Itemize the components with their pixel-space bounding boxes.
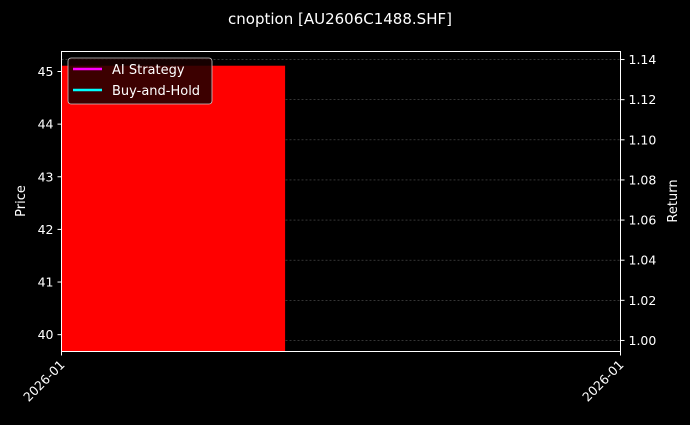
y2-tick-label: 1.02 [629,293,657,308]
y2-axis-label: Return [666,179,681,222]
y-tick-label: 44 [38,117,54,132]
y-tick-label: 43 [38,169,54,184]
price-bar [61,65,286,352]
y2-tick-label: 1.04 [629,253,657,268]
y2-tick-label: 1.14 [629,52,657,67]
y2-tick-label: 1.06 [629,213,657,228]
x-tick-label: 2026-01 [579,357,627,405]
y2-tick-label: 1.10 [629,132,657,147]
chart-title: cnoption [AU2606C1488.SHF] [228,10,452,28]
y2-tick-label: 1.12 [629,92,657,107]
y-tick-label: 40 [38,327,54,342]
plot-frame [61,51,621,352]
y-tick-label: 45 [38,64,54,79]
legend-label-ai-strategy: AI Strategy [112,63,185,78]
y2-tick-label: 1.00 [629,333,657,348]
y-axis-label: Price [14,185,29,217]
legend-box [67,57,213,105]
x-tick-label: 2026-01 [20,357,68,405]
legend-label-buy-and-hold: Buy-and-Hold [112,84,200,99]
legend: AI Strategy Buy-and-Hold [67,57,213,105]
y2-tick-label: 1.08 [629,172,657,187]
y-tick-label: 42 [38,222,54,237]
y-tick-label: 41 [38,275,54,290]
